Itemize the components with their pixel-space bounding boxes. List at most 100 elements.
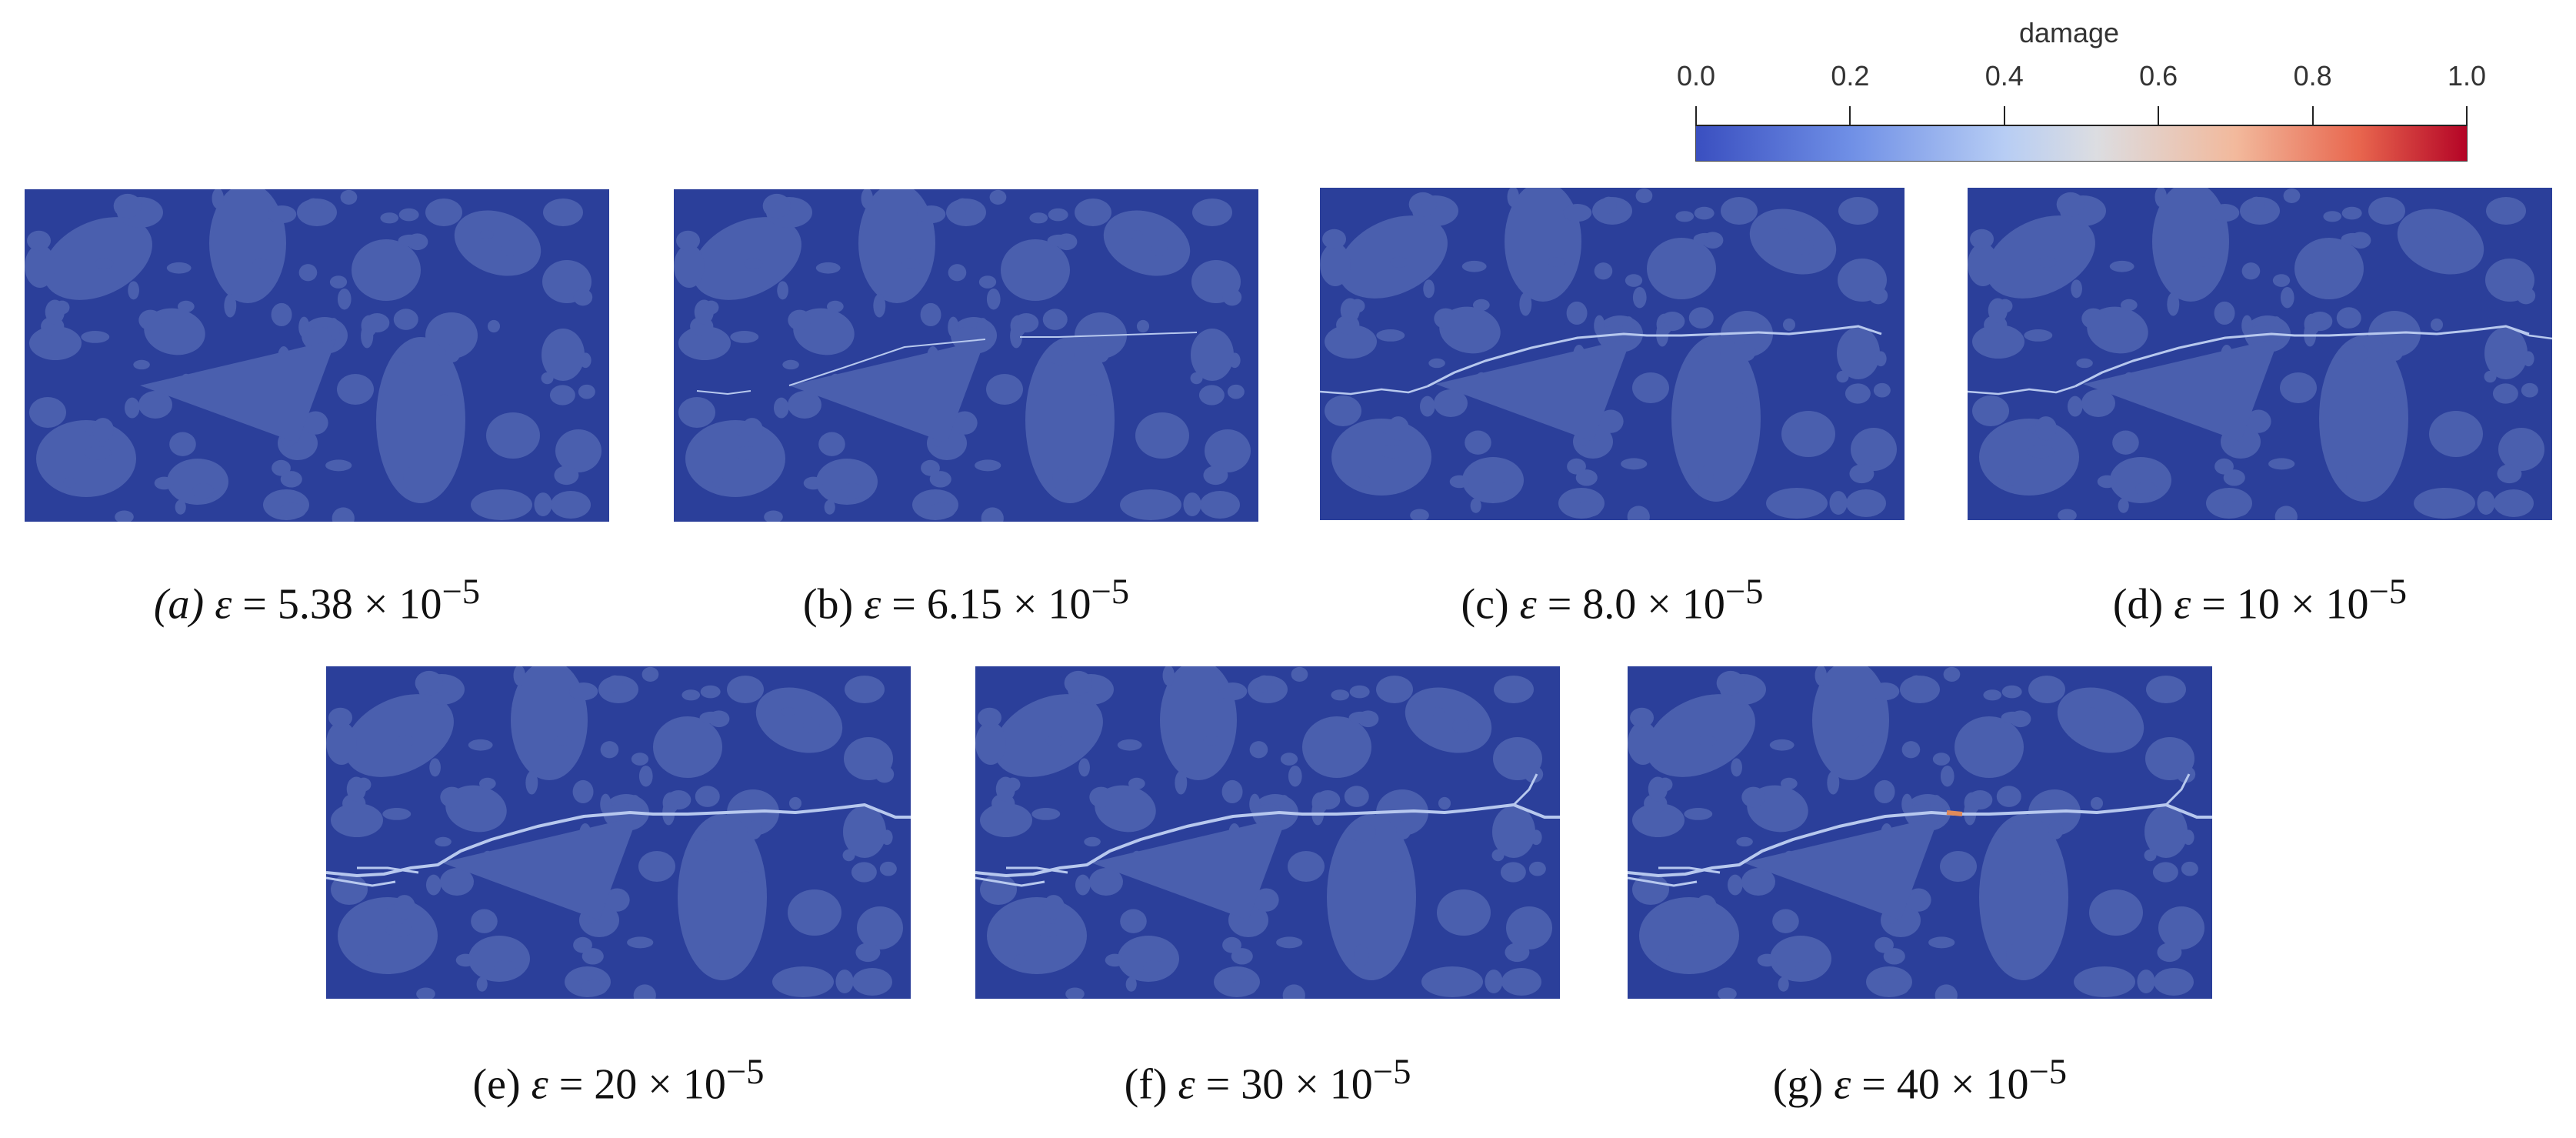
small-aggregate [398,234,422,247]
small-aggregate [824,499,835,515]
small-aggregate [920,302,941,327]
aggregate [727,676,764,703]
aggregate [337,374,374,405]
small-aggregate [1694,206,1715,220]
aggregate [1327,814,1416,980]
small-aggregate [1472,299,1490,311]
small-aggregate [2176,766,2196,783]
small-aggregate [1042,895,1065,919]
small-aggregate [2056,192,2085,217]
small-aggregate [2120,299,2138,311]
small-aggregate [1065,987,1085,999]
small-aggregate [2090,796,2104,810]
aggregate [2498,428,2544,471]
small-aggregate [730,331,759,343]
aggregate [772,966,834,997]
aggregate [1838,197,1878,225]
small-aggregate [2477,491,2495,515]
aggregate [788,889,841,936]
small-aggregate [1221,779,1243,804]
small-aggregate [700,685,721,699]
small-aggregate [2157,943,2182,963]
small-aggregate [2422,229,2437,239]
aggregate [1749,209,1837,275]
aggregate [1492,806,1535,858]
aggregate [1494,676,1534,703]
small-aggregate [1875,936,1894,953]
aggregate [1120,489,1181,520]
aggregate [845,676,885,703]
small-aggregate [989,189,1007,205]
small-aggregate [1731,392,1748,408]
aggregate [2146,676,2186,703]
small-aggregate [1908,675,1925,692]
aggregate [1501,968,1541,996]
small-aggregate [2137,969,2155,993]
small-aggregate [627,936,654,949]
aggregate [674,245,705,288]
small-aggregate [1940,765,1954,787]
small-aggregate [1598,409,1624,433]
small-aggregate [398,208,419,222]
small-aggregate [2283,188,2301,203]
small-aggregate [1932,753,1951,766]
aggregate [425,199,462,226]
small-aggregate [2195,257,2214,267]
small-aggregate [128,281,139,300]
aggregate [2057,687,2144,753]
aggregate [1979,814,2068,980]
small-aggregate [361,323,374,349]
small-aggregate [224,293,237,318]
small-aggregate [995,776,1015,802]
small-aggregate [1507,188,1519,208]
crack-branch [1628,866,1721,887]
colorbar-tick [2003,106,2005,126]
small-aggregate [1014,953,1027,965]
small-aggregate [1412,195,1425,205]
aggregate [2144,806,2188,858]
small-aggregate [631,753,649,766]
aggregate [2368,197,2405,225]
crack-branch [1320,385,1428,395]
small-aggregate [681,689,701,701]
small-aggregate [861,189,873,209]
aggregate [2158,906,2204,949]
small-aggregate [1150,240,1168,257]
small-aggregate [1010,323,1023,349]
small-aggregate [2024,329,2053,342]
small-aggregate [1827,770,1840,795]
aggregate [1462,457,1524,503]
small-aggregate [1736,836,1753,847]
aggregate [1979,419,2079,496]
small-aggregate [1387,416,1409,441]
small-aggregate [541,372,554,385]
small-aggregate [1943,666,1961,682]
aggregate [1376,676,1413,703]
small-aggregate [986,288,1001,310]
crack-branch [2164,773,2191,806]
caption-a: (a) ε = 5.38 × 10−5 [153,572,481,629]
small-aggregate [1084,836,1101,847]
small-aggregate [1594,262,1613,280]
small-aggregate [1048,208,1068,222]
small-aggregate [2082,707,2097,717]
aggregate [345,694,454,777]
aggregate [1647,238,1716,299]
small-aggregate [479,230,494,240]
small-aggregate [1519,292,1532,316]
small-aggregate [737,871,754,886]
aggregate [25,245,55,288]
small-aggregate [1288,765,1302,787]
aggregate [1628,722,1658,765]
small-aggregate [272,459,291,476]
aggregate [788,391,821,419]
aggregate [440,868,474,896]
small-aggregate [115,510,134,522]
small-aggregate [777,281,788,300]
small-aggregate [1693,232,1717,245]
small-aggregate [1574,501,1602,517]
small-aggregate [468,739,493,751]
small-aggregate [493,960,516,976]
small-aggregate [1075,874,1091,896]
small-aggregate [1905,888,1931,912]
